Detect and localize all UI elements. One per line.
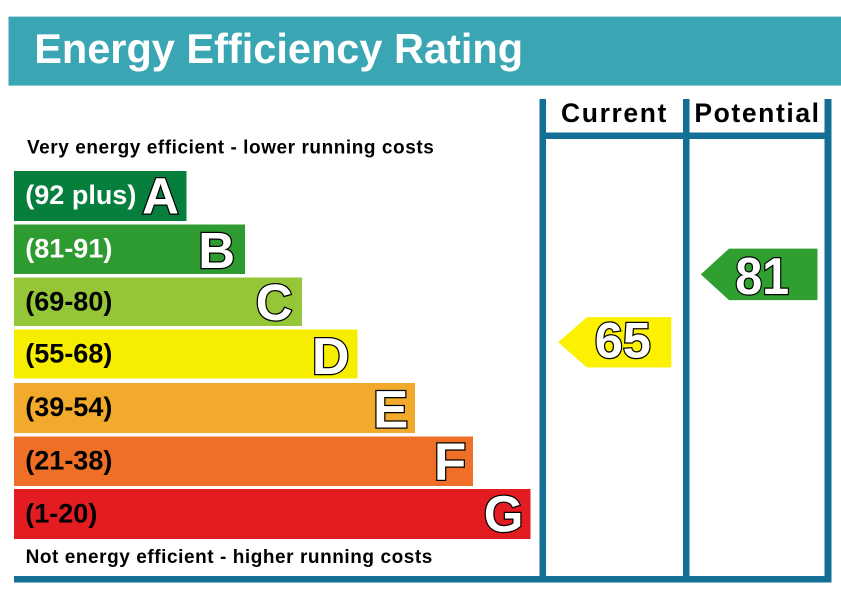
svg-text:B: B (198, 222, 235, 279)
svg-text:(21-38): (21-38) (25, 445, 112, 475)
svg-text:(55-68): (55-68) (25, 339, 112, 369)
svg-text:(39-54): (39-54) (25, 392, 112, 422)
svg-text:81: 81 (735, 248, 789, 306)
svg-text:(81-91): (81-91) (25, 234, 112, 264)
svg-text:C: C (256, 274, 293, 331)
svg-text:(1-20): (1-20) (25, 498, 97, 528)
svg-text:65: 65 (595, 312, 651, 369)
svg-text:Current: Current (561, 98, 668, 128)
svg-text:F: F (434, 433, 466, 492)
svg-text:Energy Efficiency Rating: Energy Efficiency Rating (34, 25, 523, 72)
svg-text:E: E (373, 381, 408, 440)
svg-text:G: G (484, 486, 524, 543)
svg-text:Very energy efficient - lower: Very energy efficient - lower running co… (27, 138, 434, 159)
svg-text:A: A (142, 168, 179, 225)
svg-text:(69-80): (69-80) (25, 287, 112, 317)
svg-text:Potential: Potential (694, 98, 820, 128)
svg-text:D: D (312, 328, 350, 386)
svg-text:(92 plus): (92 plus) (25, 180, 136, 210)
svg-text:Not energy efficient - higher: Not energy efficient - higher running co… (26, 547, 433, 568)
